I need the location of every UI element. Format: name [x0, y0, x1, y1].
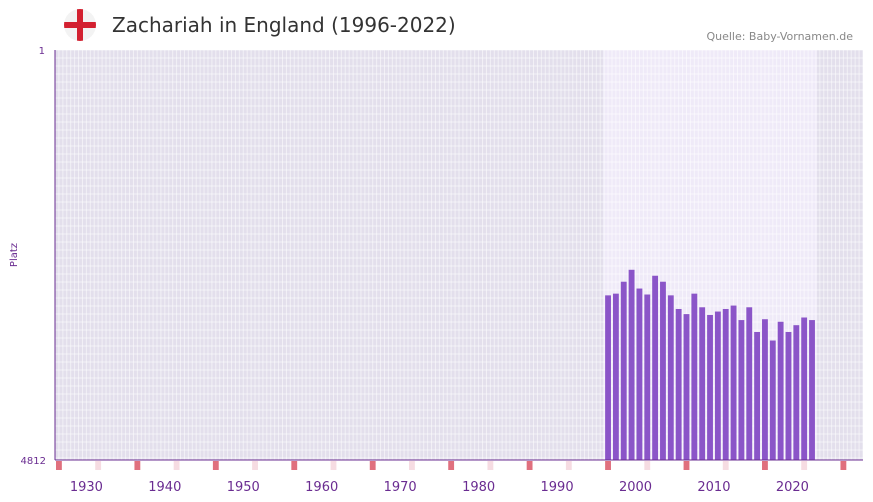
bar-2005 — [675, 308, 682, 460]
x-tick-1940: 1940 — [148, 480, 181, 495]
year-marker-2021 — [801, 461, 808, 470]
bar-2015 — [754, 331, 761, 460]
year-marker-1951 — [252, 461, 258, 470]
bar-2019 — [785, 331, 792, 460]
x-tick-1980: 1980 — [462, 480, 495, 495]
bar-2004 — [667, 295, 674, 460]
year-marker-1966 — [369, 461, 376, 470]
bar-2012 — [730, 305, 737, 460]
year-marker-1926 — [56, 461, 62, 470]
year-marker-2026 — [840, 461, 847, 470]
chart-header: Zachariah in England (1996-2022) Quelle:… — [0, 0, 873, 50]
year-markers — [56, 461, 847, 470]
bar-1996 — [605, 295, 611, 460]
year-marker-1981 — [487, 461, 494, 470]
year-marker-2001 — [644, 461, 651, 470]
source-credit: Quelle: Baby-Vornamen.de — [706, 30, 853, 43]
bar-2000 — [636, 288, 643, 460]
year-marker-1986 — [526, 461, 533, 470]
year-marker-1936 — [134, 461, 141, 470]
year-marker-1991 — [565, 461, 572, 470]
bar-1998 — [620, 281, 627, 460]
year-marker-1946 — [212, 461, 219, 470]
x-tick-2020: 2020 — [776, 480, 809, 495]
x-tick-1950: 1950 — [227, 480, 260, 495]
x-tick-1970: 1970 — [384, 480, 417, 495]
year-marker-1971 — [409, 461, 415, 470]
x-tick-labels: 1930 1940 1950 1960 1970 1980 1990 2000 2010 2020 — [70, 480, 809, 495]
england-flag-icon — [64, 9, 96, 41]
year-marker-2016 — [762, 461, 768, 470]
bar-2006 — [683, 314, 690, 460]
year-marker-1941 — [173, 461, 180, 470]
y-tick-bottom: 4812 — [21, 456, 46, 467]
x-tick-2000: 2000 — [619, 480, 652, 495]
y-axis-title: Platz — [9, 243, 20, 267]
x-tick-1990: 1990 — [541, 480, 574, 495]
bar-1997 — [612, 293, 619, 460]
bar-2008 — [699, 307, 706, 460]
year-marker-1976 — [448, 461, 455, 470]
bar-2017 — [769, 340, 776, 460]
bar-2003 — [660, 281, 666, 460]
x-tick-1930: 1930 — [70, 480, 103, 495]
year-marker-1961 — [330, 461, 337, 470]
plot-grid — [54, 49, 864, 460]
bar-2016 — [762, 319, 768, 460]
bar-2011 — [722, 308, 729, 460]
bar-1999 — [628, 269, 635, 460]
bar-2021 — [801, 317, 808, 460]
bar-2010 — [714, 311, 721, 460]
bar-2013 — [738, 320, 745, 460]
bar-2018 — [777, 321, 784, 460]
bar-2014 — [746, 307, 753, 460]
year-marker-2006 — [683, 461, 690, 470]
bar-series — [605, 269, 815, 460]
year-marker-1956 — [291, 461, 298, 470]
bar-2007 — [691, 293, 698, 460]
bar-2009 — [707, 314, 713, 460]
year-marker-1996 — [605, 461, 611, 470]
year-marker-1931 — [95, 461, 102, 470]
year-marker-2011 — [722, 461, 729, 470]
x-tick-1960: 1960 — [305, 480, 338, 495]
chart-title: Zachariah in England (1996-2022) — [112, 13, 456, 37]
x-tick-2010: 2010 — [697, 480, 730, 495]
bar-2020 — [793, 325, 800, 460]
bar-2002 — [652, 275, 659, 460]
bar-2001 — [644, 294, 651, 460]
bar-2022 — [809, 320, 815, 460]
y-tick-top: 1 — [39, 46, 45, 57]
